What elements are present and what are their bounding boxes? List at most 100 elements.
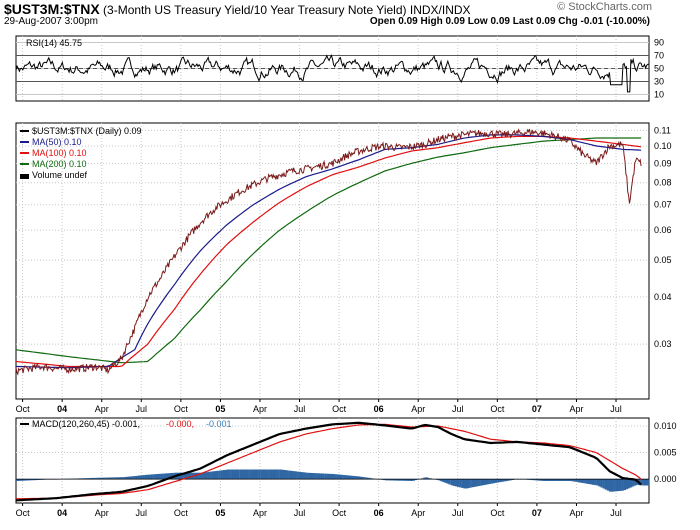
macd-line: [15, 421, 642, 502]
macd-histogram-bar: [600, 479, 603, 488]
macd-histogram-bar: [473, 479, 477, 487]
macd-histogram-bar: [321, 473, 325, 480]
macd-histogram-bar: [505, 479, 508, 482]
macd-histogram-bar: [290, 470, 293, 480]
chart-title: $UST3M:$TNX (3-Month US Treasury Yield/1…: [4, 1, 471, 17]
price-x-tick-label: Jul: [610, 404, 622, 414]
macd-histogram-bar: [199, 472, 202, 480]
macd-histogram-bar: [332, 474, 335, 480]
macd-histogram-bar: [83, 478, 86, 480]
macd-histogram-bar: [87, 478, 90, 480]
macd-histogram-bar: [634, 479, 637, 486]
macd-histogram-bar: [560, 479, 563, 481]
macd-histogram-bar: [589, 479, 593, 485]
price-tick-label: 0.07: [654, 200, 672, 210]
macd-histogram-bar: [602, 479, 605, 489]
macd-histogram-bar: [119, 477, 122, 480]
macd-histogram-bar: [499, 479, 502, 483]
macd-histogram-bar: [408, 479, 411, 481]
macd-x-tick-label: Oct: [332, 508, 347, 518]
macd-histogram-bar: [319, 473, 323, 480]
macd-legend: MACD(120,260,45) -0.001,: [32, 419, 140, 429]
macd-x-tick-label: 07: [532, 508, 542, 518]
macd-histogram-bar: [246, 469, 249, 480]
macd-histogram-bar: [336, 474, 339, 480]
macd-histogram-bar: [315, 473, 318, 480]
macd-histogram-bar: [463, 479, 466, 489]
macd-histogram-bar: [541, 479, 544, 481]
price-x-tick-label: Jul: [294, 404, 306, 414]
macd-histogram-bar: [465, 479, 468, 489]
macd-histogram-bar: [104, 477, 107, 480]
macd-histogram-bar: [313, 473, 316, 480]
macd-histogram-bar: [32, 479, 36, 481]
macd-histogram-bar: [501, 479, 504, 482]
macd-histogram-bar: [165, 473, 169, 480]
macd-histogram-bar: [142, 475, 145, 480]
macd-histogram-bar: [144, 474, 147, 480]
macd-histogram-bar: [203, 472, 207, 480]
macd-histogram-bar: [309, 472, 312, 480]
macd-histogram-bar: [197, 472, 200, 480]
macd-histogram-bar: [167, 473, 171, 480]
macd-histogram-bar: [180, 472, 183, 480]
macd-histogram-bar: [427, 477, 430, 480]
macd-x-tick-label: Oct: [16, 508, 31, 518]
macd-histogram-bar: [121, 477, 124, 480]
macd-histogram-bar: [613, 479, 616, 492]
macd-tick-label: 0.005: [654, 448, 677, 458]
macd-histogram-bar: [296, 471, 299, 480]
macd-histogram-bar: [530, 479, 534, 481]
macd-histogram-bar: [362, 477, 365, 480]
macd-histogram-bar: [547, 479, 550, 481]
macd-histogram-bar: [387, 479, 390, 481]
macd-x-tick-label: Apr: [411, 508, 425, 518]
quote-summary: Open 0.09 High 0.09 Low 0.09 Last 0.09 C…: [369, 16, 650, 27]
macd-histogram-bar: [281, 469, 285, 480]
macd-histogram-bar: [368, 477, 371, 480]
macd-histogram-bar: [30, 479, 34, 481]
macd-histogram-bar: [298, 471, 301, 480]
price-tick-label: 0.10: [654, 141, 672, 151]
macd-histogram-bar: [267, 469, 270, 480]
macd-histogram-bar: [307, 472, 310, 480]
macd-histogram-bar: [353, 476, 356, 480]
macd-histogram-bar: [615, 479, 618, 492]
macd-signal-legend: -0.000,: [166, 419, 194, 429]
macd-histogram-bar: [357, 476, 361, 480]
macd-histogram-bar: [587, 479, 591, 484]
macd-histogram-bar: [161, 473, 164, 480]
macd-x-tick-label: Oct: [490, 508, 505, 518]
macd-histogram-bar: [476, 479, 479, 487]
macd-histogram-bar: [562, 479, 565, 481]
rsi-legend: RSI(14) 45.75: [26, 38, 82, 48]
ma50-legend: MA(50) 0.10: [32, 137, 82, 147]
macd-histogram-bar: [535, 479, 538, 481]
macd-histogram-bar: [642, 479, 645, 486]
price-x-tick-label: Jul: [452, 404, 464, 414]
macd-histogram-bar: [305, 472, 308, 480]
macd-histogram-bar: [528, 479, 531, 480]
macd-histogram-bar: [138, 475, 141, 479]
macd-histogram-bar: [606, 479, 610, 491]
macd-histogram-bar: [127, 476, 131, 480]
macd-histogram-bar: [509, 479, 512, 481]
price-tick-label: 0.09: [654, 158, 672, 168]
macd-histogram-bar: [265, 469, 268, 480]
macd-histogram-bar: [627, 479, 631, 489]
macd-histogram-bar: [258, 469, 261, 480]
price-x-tick-label: Oct: [332, 404, 347, 414]
macd-histogram-bar: [227, 469, 230, 480]
macd-histogram-bar: [608, 479, 612, 492]
rsi-line: [15, 54, 649, 93]
price-legend: $UST3M:$TNX (Daily) 0.09: [32, 126, 142, 136]
macd-histogram-bar: [469, 479, 472, 488]
macd-histogram-bar: [134, 476, 137, 480]
price-x-tick-label: 05: [215, 404, 225, 414]
macd-histogram-bar: [549, 479, 553, 481]
macd-histogram-bar: [28, 479, 31, 481]
macd-histogram-bar: [556, 479, 559, 481]
macd-x-tick-label: Apr: [95, 508, 109, 518]
price-x-tick-label: Apr: [95, 404, 109, 414]
macd-histogram-bar: [467, 479, 470, 489]
